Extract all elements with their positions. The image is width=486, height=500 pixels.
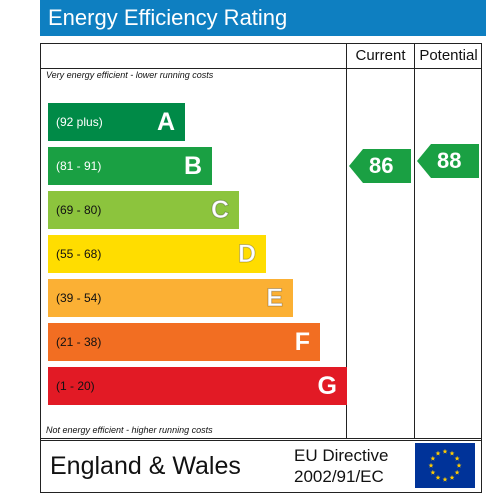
eu-star-icon bbox=[430, 469, 436, 475]
potential-rating-marker: 88 bbox=[417, 144, 479, 178]
band-c-range: (69 - 80) bbox=[56, 203, 102, 217]
title-bar: Energy Efficiency Rating bbox=[40, 0, 486, 36]
eu-star-icon bbox=[442, 448, 448, 454]
footer-frame bbox=[40, 439, 482, 493]
eu-star-icon bbox=[449, 475, 455, 480]
band-a-range: (92 plus) bbox=[56, 115, 103, 129]
eu-flag-icon bbox=[415, 443, 475, 488]
band-d-range: (55 - 68) bbox=[56, 247, 102, 261]
directive-line-2: 2002/91/EC bbox=[294, 467, 384, 486]
current-rating-value: 86 bbox=[369, 153, 394, 178]
band-d: (55 - 68) D bbox=[48, 235, 266, 273]
band-c-letter: C bbox=[210, 196, 229, 225]
eu-star-icon bbox=[430, 455, 436, 461]
footer-divider bbox=[40, 440, 482, 441]
directive-line-1: EU Directive bbox=[294, 446, 389, 465]
divider-current bbox=[346, 43, 347, 439]
current-rating-marker: 86 bbox=[349, 149, 411, 183]
eu-star-icon bbox=[435, 475, 441, 480]
current-arrow-shape bbox=[349, 149, 411, 183]
band-e: (39 - 54) E bbox=[48, 279, 293, 317]
divider-potential bbox=[414, 43, 415, 439]
band-c: (69 - 80) C bbox=[48, 191, 239, 229]
eu-star-icon bbox=[442, 476, 448, 482]
band-e-range: (39 - 54) bbox=[56, 291, 102, 305]
eu-star-icon bbox=[454, 455, 460, 461]
eu-star-icon bbox=[454, 469, 460, 475]
region-label: England & Wales bbox=[50, 452, 241, 480]
header-divider bbox=[40, 68, 482, 69]
band-f: (21 - 38) F bbox=[48, 323, 320, 361]
page-title: Energy Efficiency Rating bbox=[48, 5, 288, 30]
column-header-current: Current bbox=[355, 47, 406, 64]
bottom-scale-note: Not energy efficient - higher running co… bbox=[46, 425, 213, 435]
band-g-letter: G bbox=[317, 372, 337, 400]
eu-star-icon bbox=[435, 450, 441, 456]
eu-star-icon bbox=[449, 450, 455, 456]
potential-arrow-shape bbox=[417, 144, 479, 178]
top-scale-note: Very energy efficient - lower running co… bbox=[46, 70, 214, 80]
band-a-letter: A bbox=[156, 108, 175, 136]
band-g: (1 - 20) G bbox=[48, 367, 347, 405]
band-b: (81 - 91) B bbox=[48, 147, 212, 185]
band-a: (92 plus) A bbox=[48, 103, 185, 141]
chart-frame bbox=[40, 43, 482, 439]
band-d-letter: D bbox=[237, 240, 256, 269]
band-e-letter: E bbox=[266, 284, 284, 313]
band-f-range: (21 - 38) bbox=[56, 335, 102, 349]
potential-rating-value: 88 bbox=[437, 148, 462, 173]
band-b-range: (81 - 91) bbox=[56, 159, 102, 173]
band-g-range: (1 - 20) bbox=[56, 379, 95, 393]
band-b-letter: B bbox=[183, 152, 202, 180]
eu-star-icon bbox=[428, 462, 434, 468]
column-header-potential: Potential bbox=[419, 47, 478, 64]
eu-star-icon bbox=[456, 462, 462, 468]
band-f-letter: F bbox=[294, 328, 310, 356]
